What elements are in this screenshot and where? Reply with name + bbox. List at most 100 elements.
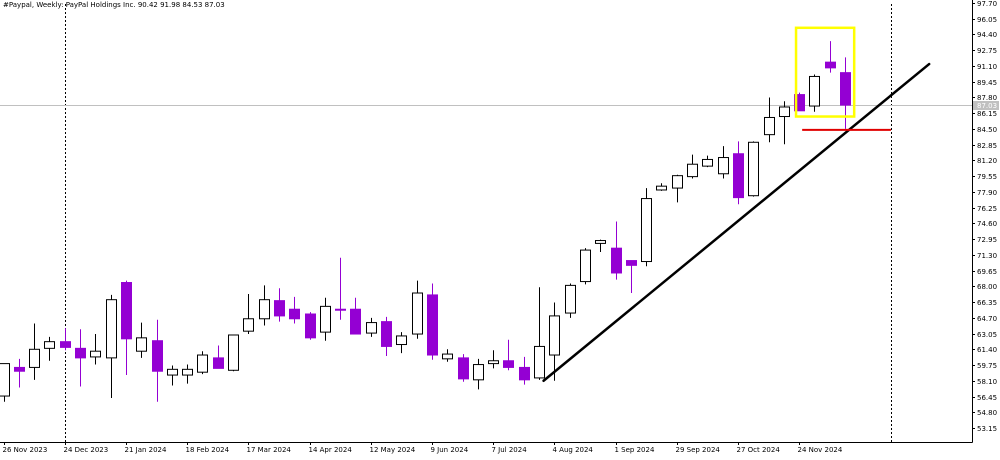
time-tick-label: 4 Aug 2024 [553, 446, 594, 454]
candle-body-bullish [167, 368, 178, 376]
candle-body-bearish [626, 260, 637, 266]
candle-body-bearish [335, 308, 346, 311]
candle-body-bullish [136, 337, 147, 352]
chart-header: #Paypal, Weekly: PayPal Holdings Inc. 90… [3, 1, 225, 9]
current-price-label: 87.03 [977, 102, 997, 110]
candle-body-bullish [320, 305, 331, 333]
price-tick-label: 82.85 [977, 142, 997, 150]
candle-body-bearish [794, 94, 805, 112]
candle-body-bullish [259, 299, 270, 320]
candle-body-bearish [733, 153, 744, 199]
annotations [542, 26, 931, 383]
candle-body-bullish [687, 163, 698, 178]
candle-body-bearish [305, 313, 316, 339]
candle-body-bullish [243, 318, 254, 332]
price-tick-label: 97.70 [977, 0, 997, 8]
candle-body-bullish [106, 299, 117, 359]
candles [0, 41, 851, 402]
candle-body-bearish [350, 308, 361, 335]
candle-body-bearish [121, 282, 132, 340]
candle-body-bullish [44, 341, 55, 349]
highlight-box [794, 26, 856, 118]
candle-body-bearish [14, 366, 25, 372]
candle-body-bullish [779, 106, 790, 118]
price-tick-label: 77.90 [977, 189, 997, 197]
candle-body-bullish [580, 249, 591, 283]
candle-body-bullish [718, 157, 729, 175]
candle-body-bearish [381, 321, 392, 347]
price-tick-label: 66.35 [977, 299, 997, 307]
candle-body-bearish [458, 357, 469, 380]
time-tick-label: 21 Jan 2024 [125, 446, 168, 454]
candle-body-bullish [29, 348, 40, 368]
candle-body-bearish [519, 366, 530, 381]
candle-body-bearish [611, 247, 622, 274]
candle-body-bearish [427, 294, 438, 356]
time-tick-label: 14 Apr 2024 [309, 446, 353, 454]
candle-body-bullish [702, 158, 713, 167]
candle-body-bearish [503, 360, 514, 368]
price-tick-label: 54.80 [977, 409, 997, 417]
trendline [542, 62, 931, 383]
axes [0, 0, 973, 443]
price-tick-label: 84.50 [977, 126, 997, 134]
time-tick-label: 17 Mar 2024 [247, 446, 292, 454]
candle-body-bearish [75, 347, 86, 359]
price-tick-label: 81.20 [977, 157, 997, 165]
candle-body-bullish [182, 368, 193, 376]
time-tick-label: 26 Nov 2023 [3, 446, 48, 454]
time-tick-label: 12 May 2024 [370, 446, 416, 454]
candle-body-bearish [289, 308, 300, 320]
price-tick-label: 71.30 [977, 252, 997, 260]
ohlc-values: 90.42 91.98 84.53 87.03 [137, 1, 225, 9]
candle-body-bullish [565, 284, 576, 314]
price-tick-label: 64.70 [977, 315, 997, 323]
time-axis-labels: 26 Nov 2023 24 Dec 2023 21 Jan 2024 18 Feb … [3, 442, 843, 454]
price-tick-label: 91.10 [977, 63, 997, 71]
candle-body-bullish [228, 334, 239, 371]
candle-body-bullish [549, 315, 560, 356]
time-tick-label: 24 Dec 2023 [64, 446, 109, 454]
candle-body-bullish [197, 354, 208, 373]
price-tick-label: 86.15 [977, 110, 997, 118]
current-price-label-bg [973, 101, 999, 110]
candle-body-bullish [534, 345, 545, 379]
candle-body-bullish [366, 322, 377, 334]
candle-body-bullish [0, 363, 10, 397]
candle-body-bullish [764, 116, 775, 136]
candle-body-bearish [213, 357, 224, 369]
price-tick-label: 58.10 [977, 378, 997, 386]
time-tick-label: 18 Feb 2024 [186, 446, 230, 454]
candle-body-bullish [488, 360, 499, 365]
time-tick-label: 9 Jun 2024 [431, 446, 469, 454]
candle-body-bullish [412, 292, 423, 335]
candle-body-bullish [473, 364, 484, 381]
candle-body-bullish [442, 353, 453, 360]
time-tick-label: 1 Sep 2024 [615, 446, 655, 454]
price-tick-label: 92.75 [977, 47, 997, 55]
candle-body-bullish [396, 335, 407, 346]
candle-body-bearish [825, 61, 836, 69]
symbol-text: #Paypal, Weekly: [3, 1, 64, 9]
candle-body-bullish [90, 350, 101, 358]
price-tick-label: 76.25 [977, 205, 997, 213]
candle-body-bullish [748, 141, 759, 197]
price-tick-label: 61.40 [977, 346, 997, 354]
time-tick-label: 7 Jul 2024 [492, 446, 528, 454]
price-tick-label: 74.60 [977, 220, 997, 228]
candle-body-bullish [672, 175, 683, 189]
price-tick-label: 89.45 [977, 79, 997, 87]
price-tick-label: 69.65 [977, 268, 997, 276]
price-tick-label: 96.05 [977, 16, 997, 24]
price-tick-label: 53.15 [977, 425, 997, 433]
time-tick-label: 29 Sep 2024 [676, 446, 721, 454]
price-tick-label: 87.80 [977, 94, 997, 102]
candle-body-bullish [641, 198, 652, 263]
time-tick-label: 27 Oct 2024 [737, 446, 781, 454]
candle-body-bullish [656, 185, 667, 191]
time-tick-label: 24 Nov 2024 [798, 446, 843, 454]
instrument-name: PayPal Holdings Inc. [65, 1, 136, 9]
